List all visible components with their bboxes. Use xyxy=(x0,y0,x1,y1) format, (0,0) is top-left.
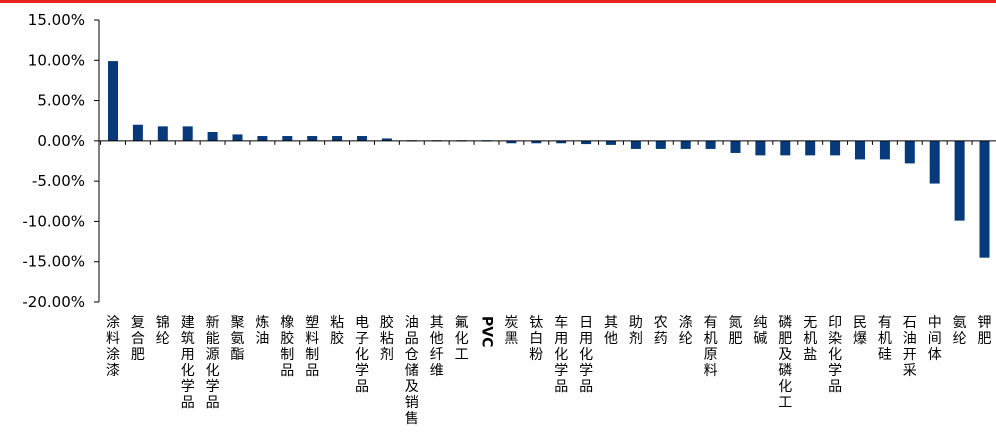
bar xyxy=(805,140,816,156)
bar xyxy=(182,126,193,141)
bar xyxy=(655,140,666,149)
x-category-label: 橡胶制品 xyxy=(280,315,294,379)
x-category-label: 油品仓储及销售 xyxy=(405,315,419,427)
bar xyxy=(357,136,367,141)
bar xyxy=(855,140,865,160)
bar xyxy=(381,138,392,141)
bar xyxy=(581,140,592,145)
x-category-label: 氮肥 xyxy=(729,315,743,347)
bar xyxy=(929,140,940,184)
bar xyxy=(332,136,343,141)
x-category-label: 钾肥 xyxy=(978,315,992,347)
x-category-label: 涤纶 xyxy=(679,315,693,347)
x-category-label: 石油开采 xyxy=(903,315,917,379)
x-category-label: 无机盐 xyxy=(803,315,817,363)
bar xyxy=(954,140,965,221)
x-category-label: 氟化工 xyxy=(455,315,469,363)
x-category-label: 纯碱 xyxy=(753,315,767,347)
y-tick-label: 10.00% xyxy=(28,51,85,69)
bar xyxy=(680,140,691,149)
x-category-label: 其他纤维 xyxy=(430,315,444,379)
x-category-label: 涂料涂漆 xyxy=(106,315,120,379)
x-category-label: 锦纶 xyxy=(156,314,170,347)
x-category-label: 炼油 xyxy=(255,315,269,347)
y-tick-label: -20.00% xyxy=(22,293,85,311)
bar xyxy=(606,140,616,145)
y-tick-label: 0.00% xyxy=(37,132,85,150)
y-tick-label: -5.00% xyxy=(32,172,85,190)
x-category-label: 日用化学品 xyxy=(579,315,593,395)
x-category-label: 复合肥 xyxy=(131,314,145,363)
bar xyxy=(755,140,766,156)
x-category-label: 有机原料 xyxy=(704,315,718,379)
bar xyxy=(705,140,716,149)
y-tick-label: -15.00% xyxy=(22,253,85,271)
x-category-label: 新能源化学品 xyxy=(206,315,220,411)
bar xyxy=(879,140,890,160)
x-category-label: 磷肥及磷化工 xyxy=(778,315,792,411)
bar xyxy=(157,126,168,141)
x-category-label: 聚氨酯 xyxy=(231,315,245,363)
x-category-label: 建筑用化学品 xyxy=(181,315,195,411)
bar xyxy=(904,140,915,164)
bar xyxy=(307,136,318,141)
bar xyxy=(506,140,517,144)
x-category-label: 中间体 xyxy=(928,315,942,363)
bar xyxy=(132,124,143,141)
x-category-label: 炭黑 xyxy=(504,315,518,347)
bar xyxy=(282,136,293,141)
bar xyxy=(556,140,567,144)
x-category-label: 车用化学品 xyxy=(554,314,568,395)
x-category-label: 有机硅 xyxy=(878,315,892,363)
bar xyxy=(257,136,268,141)
bar xyxy=(108,61,118,141)
x-category-label: 电子化学品 xyxy=(355,315,369,395)
top-accent-rule xyxy=(0,0,996,3)
x-category-label: PVC xyxy=(479,316,495,347)
x-category-label: 氨纶 xyxy=(953,315,967,347)
y-tick-label: 5.00% xyxy=(37,92,85,110)
bar xyxy=(830,140,841,156)
y-tick-label: -10.00% xyxy=(22,212,85,230)
bar xyxy=(232,134,243,141)
bar xyxy=(780,140,791,156)
x-category-label: 塑料制品 xyxy=(305,315,319,379)
x-category-label: 其他 xyxy=(604,315,618,347)
x-category-label: 钛白粉 xyxy=(529,315,543,363)
bar xyxy=(630,140,641,149)
y-tick-label: 15.00% xyxy=(28,11,85,29)
bar xyxy=(979,140,990,258)
bar xyxy=(730,140,741,153)
x-category-label: 民爆 xyxy=(853,315,867,347)
x-category-label: 助剂 xyxy=(629,315,643,347)
x-category-label: 胶粘剂 xyxy=(380,314,394,363)
x-category-label: 印染化学品 xyxy=(828,315,842,395)
bar xyxy=(207,131,218,141)
x-category-label: 粘胶 xyxy=(330,315,344,347)
bar xyxy=(531,140,542,144)
x-category-label: 农药 xyxy=(654,315,668,347)
